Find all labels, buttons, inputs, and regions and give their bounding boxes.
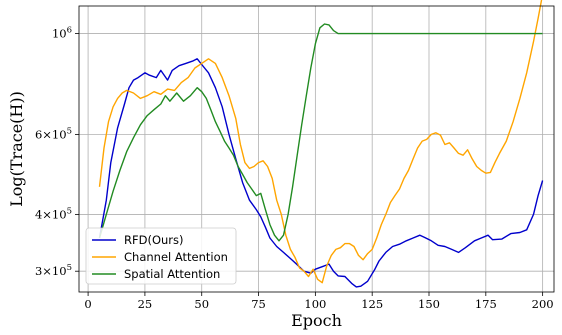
legend-box bbox=[85, 227, 237, 285]
x-tick-label: 0 bbox=[84, 297, 91, 311]
series-lines bbox=[98, 0, 544, 288]
x-tick-label: 75 bbox=[251, 297, 266, 311]
legend: RFD(Ours) Channel Attention Spatial Attent… bbox=[85, 227, 237, 285]
x-tick-label: 50 bbox=[194, 297, 209, 311]
x-tick-label: 25 bbox=[138, 297, 153, 311]
y-axis-ticks: 3×105 4×105 6×105 106 bbox=[35, 26, 79, 278]
y-tick-label: 6×105 bbox=[35, 126, 72, 141]
series-line-2 bbox=[98, 0, 543, 284]
legend-label: Spatial Attention bbox=[124, 267, 220, 281]
y-axis-title: Log(Trace(H)) bbox=[7, 91, 26, 207]
series-line-1 bbox=[98, 58, 544, 288]
y-tick-label: 3×105 bbox=[35, 263, 72, 278]
x-axis-ticks: 0 25 50 75 100 125 150 175 200 bbox=[84, 292, 554, 311]
series-line-3 bbox=[98, 23, 543, 242]
x-tick-label: 150 bbox=[418, 297, 440, 311]
x-axis-title: Epoch bbox=[291, 311, 342, 330]
y-tick-label: 106 bbox=[52, 26, 72, 41]
x-tick-label: 100 bbox=[304, 297, 326, 311]
legend-label: RFD(Ours) bbox=[124, 233, 184, 247]
x-tick-label: 125 bbox=[361, 297, 383, 311]
plot-area-frame bbox=[78, 5, 555, 293]
legend-label: Channel Attention bbox=[124, 250, 228, 264]
x-tick-label: 175 bbox=[475, 297, 497, 311]
y-tick-label: 4×105 bbox=[35, 206, 72, 221]
x-tick-label: 200 bbox=[532, 297, 554, 311]
